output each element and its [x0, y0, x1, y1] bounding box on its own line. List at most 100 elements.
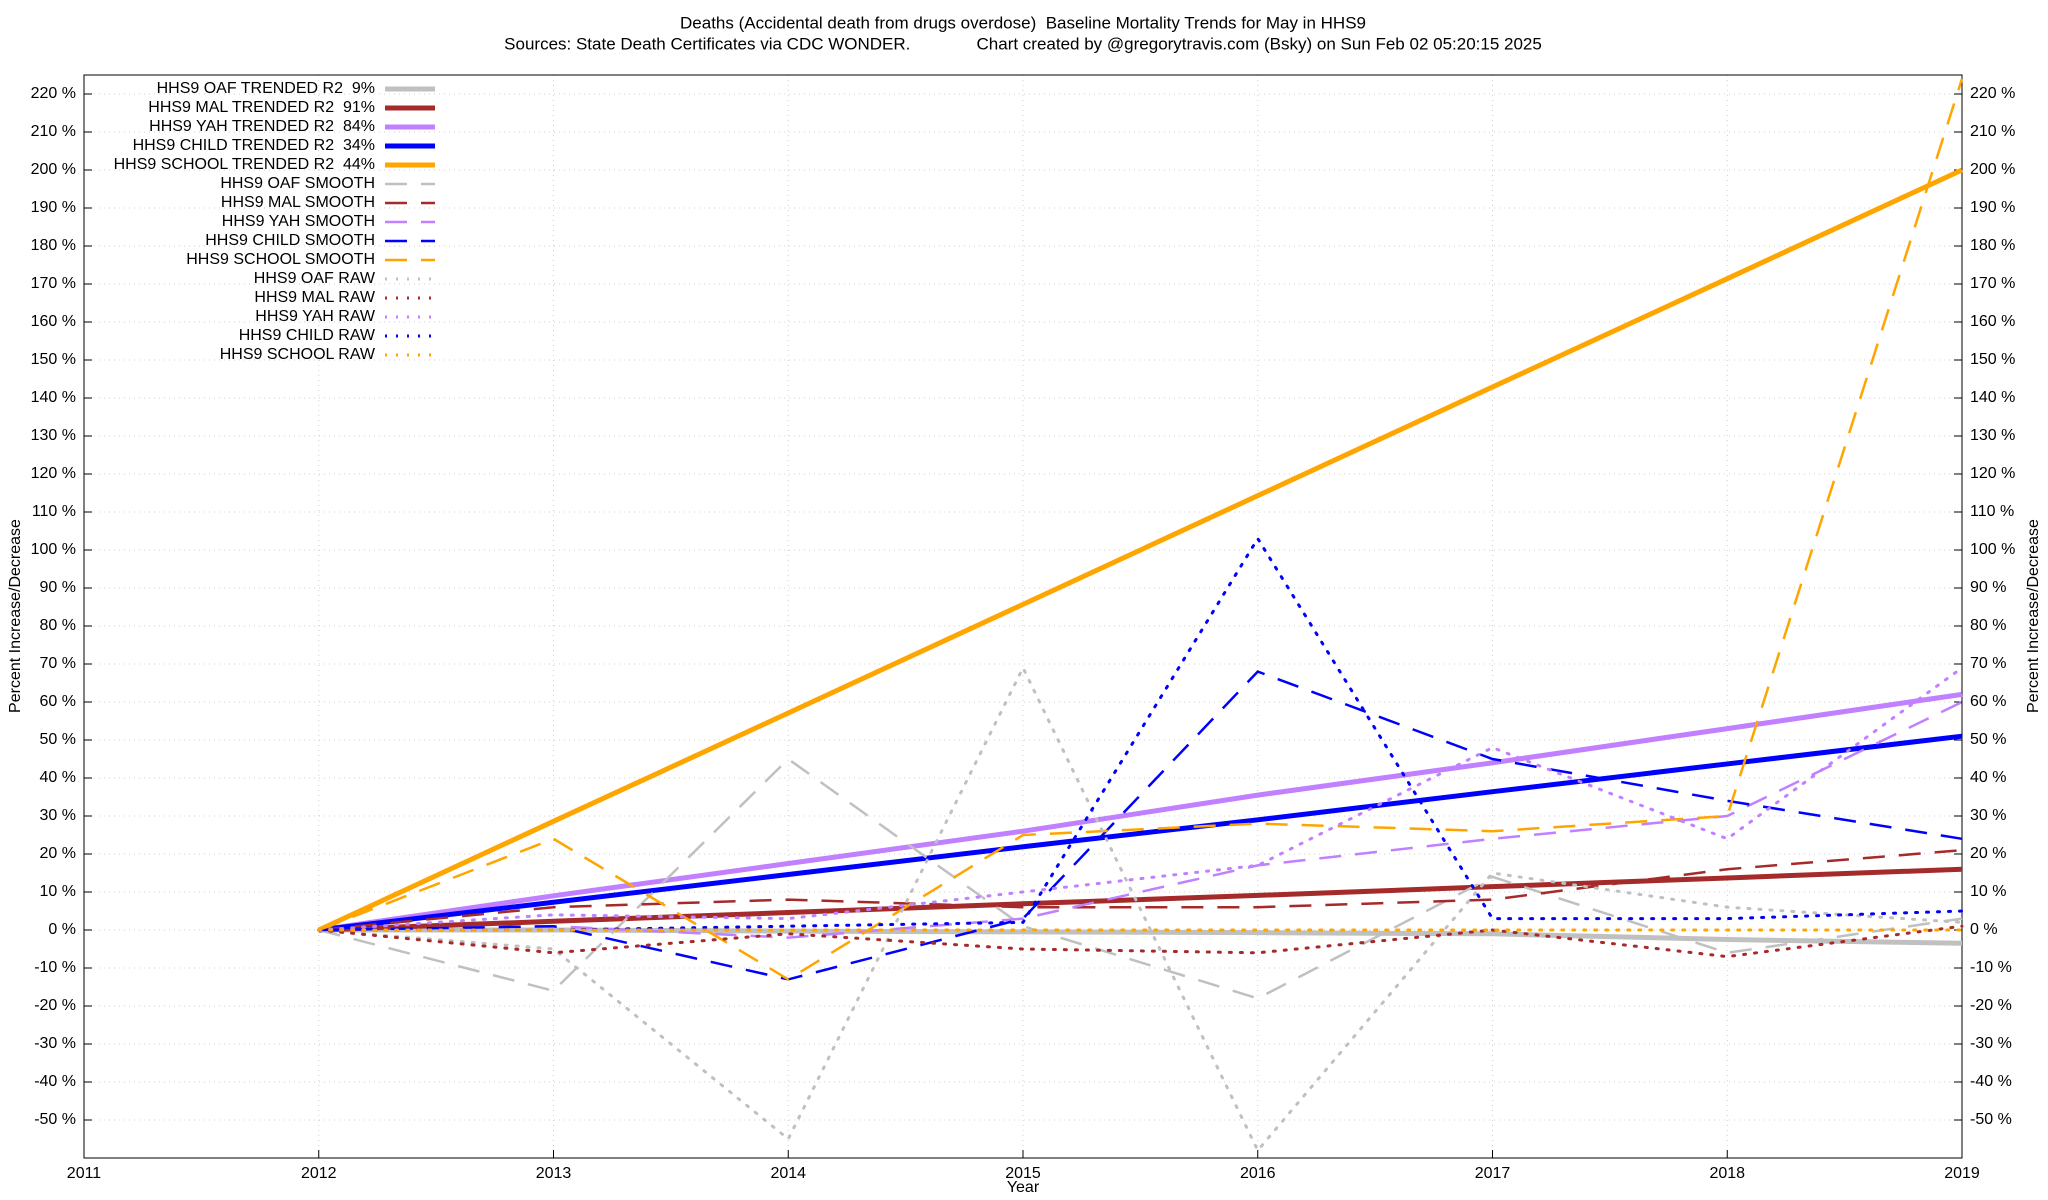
x-tick-label: 2018 — [1709, 1165, 1745, 1182]
series-line — [318, 866, 1963, 933]
x-tick-label: 2019 — [1944, 1165, 1980, 1182]
y2-tick-label: 160 % — [1970, 313, 2015, 330]
y2-tick-label: 30 % — [1970, 807, 2006, 824]
y2-tick-label: 10 % — [1970, 883, 2006, 900]
y-tick-label: 40 % — [40, 769, 76, 786]
y-tick-label: 170 % — [31, 275, 76, 292]
y-tick-label: 50 % — [40, 731, 76, 748]
y2-tick-label: 90 % — [1970, 579, 2006, 596]
legend-label: HHS9 OAF SMOOTH — [220, 175, 375, 192]
x-tick-label: 2012 — [301, 1165, 337, 1182]
x-tick-label: 2013 — [536, 1165, 572, 1182]
y2-tick-label: 210 % — [1970, 123, 2015, 140]
x-tick-label: 2014 — [770, 1165, 806, 1182]
y2-tick-label: 60 % — [1970, 693, 2006, 710]
y2-tick-label: 190 % — [1970, 199, 2015, 216]
y-tick-label: -20 % — [34, 997, 76, 1014]
y2-tick-label: 150 % — [1970, 351, 2015, 368]
y-tick-label: 120 % — [31, 465, 76, 482]
y2-tick-label: 140 % — [1970, 389, 2015, 406]
series-line — [318, 848, 1963, 932]
plot-frame — [83, 74, 1963, 1159]
y2-tick-label: 130 % — [1970, 427, 2015, 444]
y2-tick-label: 100 % — [1970, 541, 2015, 558]
legend-label: HHS9 OAF TRENDED R2 9% — [157, 80, 375, 97]
y-tick-label: -10 % — [34, 959, 76, 976]
y-tick-label: -40 % — [34, 1073, 76, 1090]
y2-tick-label: -20 % — [1970, 997, 2012, 1014]
series-line — [317, 666, 1964, 932]
series-line — [318, 691, 1963, 933]
series-line — [318, 733, 1963, 933]
y-tick-label: 150 % — [31, 351, 76, 368]
x-tick-label: 2011 — [67, 1165, 102, 1182]
y-tick-label: 20 % — [40, 845, 76, 862]
series-line — [318, 78, 1964, 981]
y2-tick-label: -30 % — [1970, 1035, 2012, 1052]
legend-label: HHS9 MAL RAW — [254, 289, 376, 306]
y-tick-label: 100 % — [31, 541, 76, 558]
legend-label: HHS9 SCHOOL RAW — [220, 346, 376, 363]
series-line — [318, 700, 1963, 939]
x-axis-label: Year — [1007, 1179, 1040, 1196]
series-line — [317, 167, 1964, 933]
y-tick-label: 180 % — [31, 237, 76, 254]
legend-label: HHS9 MAL SMOOTH — [221, 194, 375, 211]
y2-tick-label: 170 % — [1970, 275, 2015, 292]
y-tick-label: 70 % — [40, 655, 76, 672]
y-tick-label: -30 % — [34, 1035, 76, 1052]
y2-tick-label: 120 % — [1970, 465, 2015, 482]
y-tick-label: 0 % — [48, 921, 76, 938]
chart-subtitle: Sources: State Death Certificates via CD… — [504, 34, 1542, 53]
legend-label: HHS9 CHILD TRENDED R2 34% — [133, 137, 375, 154]
legend-label: HHS9 SCHOOL SMOOTH — [186, 251, 375, 268]
legend-label: HHS9 SCHOOL TRENDED R2 44% — [114, 156, 375, 173]
y-tick-label: 160 % — [31, 313, 76, 330]
y2-tick-label: 50 % — [1970, 731, 2006, 748]
legend-label: HHS9 MAL TRENDED R2 91% — [148, 99, 375, 116]
y-tick-label: 80 % — [40, 617, 76, 634]
legend-label: HHS9 CHILD SMOOTH — [205, 232, 375, 249]
y-tick-label: 110 % — [32, 503, 76, 520]
y-tick-label: 90 % — [40, 579, 76, 596]
y2-tick-label: 80 % — [1970, 617, 2006, 634]
legend-label: HHS9 YAH TRENDED R2 84% — [149, 118, 375, 135]
y-tick-label: 200 % — [31, 161, 76, 178]
chart-title: Deaths (Accidental death from drugs over… — [680, 13, 1366, 32]
y2-tick-label: -50 % — [1970, 1111, 2012, 1128]
y2-axis-label: Percent Increase/Decrease — [2025, 519, 2042, 713]
y-tick-label: 210 % — [31, 123, 76, 140]
y-tick-label: 60 % — [40, 693, 76, 710]
y2-tick-label: 110 % — [1970, 503, 2014, 520]
y2-tick-label: 220 % — [1970, 85, 2015, 102]
y-tick-label: 30 % — [40, 807, 76, 824]
legend-label: HHS9 YAH RAW — [255, 308, 376, 325]
y2-tick-label: 40 % — [1970, 769, 2006, 786]
y-tick-label: -50 % — [34, 1111, 76, 1128]
x-tick-label: 2017 — [1475, 1165, 1511, 1182]
series-line — [317, 664, 1964, 1154]
series-line — [318, 757, 1963, 1000]
x-tick-label: 2016 — [1240, 1165, 1276, 1182]
y-tick-label: 10 % — [40, 883, 76, 900]
legend-label: HHS9 YAH SMOOTH — [222, 213, 375, 230]
y-tick-label: 130 % — [31, 427, 76, 444]
y2-tick-label: -40 % — [1970, 1073, 2012, 1090]
y-axis-label: Percent Increase/Decrease — [7, 519, 24, 713]
y2-tick-label: 0 % — [1970, 921, 1998, 938]
y2-tick-label: 70 % — [1970, 655, 2006, 672]
x-tick-label: 2015 — [1005, 1165, 1041, 1182]
y2-tick-label: 20 % — [1970, 845, 2006, 862]
y2-tick-label: 180 % — [1970, 237, 2015, 254]
y-tick-label: 190 % — [31, 199, 76, 216]
y2-tick-label: -10 % — [1970, 959, 2012, 976]
y-tick-label: 220 % — [31, 85, 76, 102]
y2-tick-label: 200 % — [1970, 161, 2015, 178]
legend-label: HHS9 OAF RAW — [254, 270, 376, 287]
legend-label: HHS9 CHILD RAW — [239, 327, 376, 344]
y-tick-label: 140 % — [31, 389, 76, 406]
series-line — [317, 924, 1964, 959]
